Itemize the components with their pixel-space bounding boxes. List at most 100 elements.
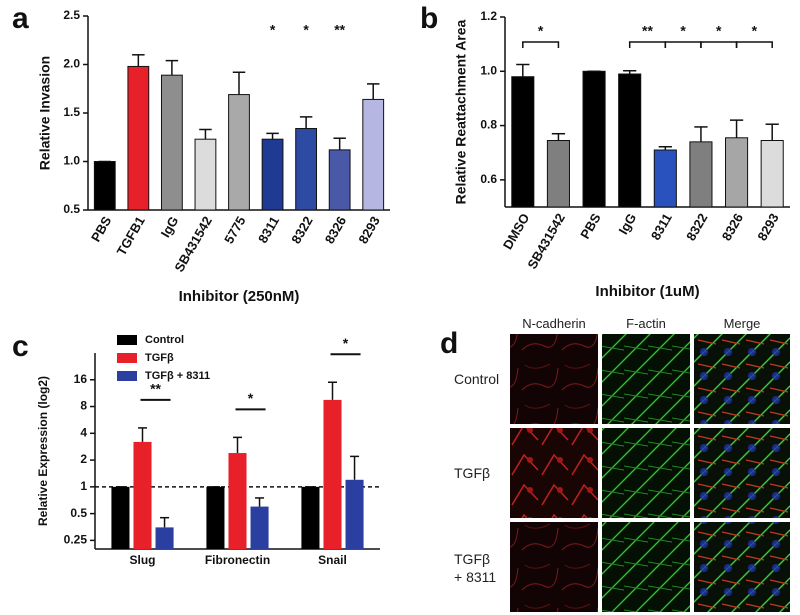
- bar: [725, 137, 749, 208]
- bar: [362, 98, 385, 211]
- bar: [93, 161, 116, 211]
- bar: [206, 486, 225, 549]
- bar: [546, 140, 570, 208]
- image-tile: [510, 334, 598, 424]
- x-tick-label: 5775: [221, 214, 248, 247]
- y-tick-label: 1.5: [63, 105, 80, 119]
- bracket: [735, 41, 773, 48]
- column-label: N-cadherin: [522, 316, 586, 331]
- bar: [133, 441, 152, 549]
- micrograph-grid: [510, 334, 790, 612]
- legend-label: TGFβ + 8311: [145, 370, 210, 382]
- y-axis-label: Relative Reattachment Area: [453, 19, 469, 204]
- image-tile: [602, 334, 690, 424]
- bar: [511, 76, 535, 208]
- bar: [194, 138, 217, 211]
- bar: [653, 149, 677, 208]
- bar: [160, 74, 183, 211]
- x-tick-label: 8326: [322, 214, 349, 247]
- image-tile: [694, 428, 790, 518]
- bar: [228, 453, 247, 549]
- image-tile: [602, 428, 690, 518]
- y-tick-label: 2: [80, 452, 87, 466]
- significance: *: [248, 390, 254, 406]
- bar: [295, 128, 318, 211]
- image-tile: [510, 428, 598, 518]
- significance: *: [680, 23, 686, 39]
- x-tick-label: 8326: [719, 211, 746, 244]
- bar: [328, 149, 351, 211]
- image-tile: [694, 522, 790, 612]
- significance: **: [334, 22, 345, 38]
- bar: [250, 506, 269, 549]
- y-tick-label: 0.5: [70, 506, 87, 520]
- bar: [111, 486, 130, 549]
- row-label: TGFβ + 8311: [454, 551, 497, 585]
- significance: *: [270, 22, 276, 38]
- y-tick-label: 1.0: [480, 63, 497, 77]
- bar: [760, 140, 784, 208]
- significance: **: [642, 23, 653, 39]
- y-tick-label: 4: [80, 425, 87, 439]
- legend-swatch: [117, 353, 137, 363]
- y-tick-label: 16: [74, 372, 88, 386]
- x-tick-label: IgG: [158, 214, 182, 240]
- x-tick-label: 8293: [754, 211, 781, 244]
- x-tick-label: Slug: [130, 553, 156, 567]
- bracket: [522, 41, 560, 48]
- image-tile: [510, 522, 598, 612]
- y-tick-label: 2.0: [63, 57, 80, 71]
- legend-label: Control: [145, 334, 184, 346]
- x-tick-label: 8322: [288, 214, 315, 247]
- x-tick-label: 8311: [648, 211, 675, 243]
- significance: *: [303, 22, 309, 38]
- y-tick-label: 1.0: [63, 154, 80, 168]
- panel-letter: c: [12, 330, 29, 363]
- x-tick-label: 8322: [683, 211, 710, 244]
- column-label: F-actin: [626, 316, 666, 331]
- bar: [301, 486, 320, 549]
- x-tick-label: Snail: [318, 553, 347, 567]
- x-tick-label: TGFB1: [114, 214, 148, 258]
- legend-swatch: [117, 371, 137, 381]
- y-tick-label: 0.5: [63, 202, 80, 216]
- y-tick-label: 0.25: [64, 533, 88, 547]
- bar: [155, 527, 174, 549]
- y-axis-label: Relative Expression (log2): [36, 376, 50, 526]
- image-tile: [694, 334, 790, 424]
- x-tick-label: 8293: [355, 214, 382, 247]
- bar: [261, 138, 284, 211]
- bar: [582, 70, 606, 208]
- significance: **: [150, 381, 161, 397]
- bar: [323, 399, 342, 549]
- panel-letter: d: [440, 327, 458, 360]
- significance: *: [752, 23, 758, 39]
- bracket: [664, 41, 702, 48]
- x-tick-label: IgG: [615, 211, 639, 237]
- x-tick-label: PBS: [88, 213, 115, 244]
- x-axis-label: Inhibitor (250nM): [179, 288, 300, 305]
- y-tick-label: 1.2: [480, 9, 497, 23]
- panel-letter: a: [12, 2, 29, 35]
- x-tick-label: PBS: [577, 210, 604, 241]
- y-tick-label: 0.8: [480, 118, 497, 132]
- x-tick-label: Fibronectin: [205, 553, 270, 567]
- y-tick-label: 0.6: [480, 172, 497, 186]
- bar: [689, 141, 713, 208]
- bracket: [628, 41, 667, 48]
- legend-swatch: [117, 335, 137, 345]
- significance: *: [538, 23, 544, 39]
- row-label: Control: [454, 371, 500, 387]
- column-label: Merge: [723, 316, 761, 331]
- legend-label: TGFβ: [145, 352, 174, 364]
- bracket: [700, 41, 738, 48]
- y-tick-label: 1: [80, 479, 87, 493]
- x-tick-label: DMSO: [500, 211, 532, 252]
- bar: [127, 65, 150, 211]
- y-tick-label: 8: [80, 399, 87, 413]
- row-label: TGFβ: [454, 465, 491, 481]
- y-tick-label: 2.5: [63, 8, 80, 22]
- panel-letter: b: [420, 2, 438, 35]
